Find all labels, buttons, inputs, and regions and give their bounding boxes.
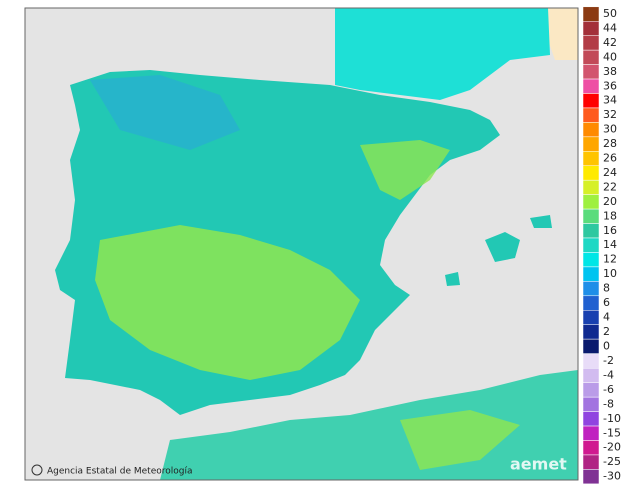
france <box>335 8 550 100</box>
legend-label: 2 <box>603 325 610 338</box>
legend-label: -25 <box>603 455 621 468</box>
legend-label: 4 <box>603 310 610 323</box>
legend-swatch <box>582 107 600 123</box>
legend-swatch <box>582 194 600 210</box>
legend-label: -15 <box>603 426 621 439</box>
legend-swatch <box>582 469 600 485</box>
legend-swatch <box>582 122 600 138</box>
legend-label: 0 <box>603 339 610 352</box>
legend-label: -2 <box>603 354 614 367</box>
legend-swatch <box>582 338 600 354</box>
legend-label: 22 <box>603 180 617 193</box>
legend-swatch <box>582 21 600 36</box>
legend: 5044424038363432302826242220181614121086… <box>582 6 621 485</box>
legend-label: 8 <box>603 282 610 295</box>
legend-label: 6 <box>603 296 610 309</box>
legend-label: 32 <box>603 108 617 121</box>
legend-label: 36 <box>603 79 617 92</box>
cool-area <box>90 75 240 150</box>
legend-label: -6 <box>603 383 614 396</box>
warm-area-ne <box>360 140 450 200</box>
legend-swatch <box>582 310 600 325</box>
legend-swatch <box>582 252 600 268</box>
legend-label: 24 <box>603 166 617 179</box>
legend-swatch <box>582 281 600 297</box>
credit: Agencia Estatal de Meteorología <box>47 467 193 477</box>
legend-swatch <box>582 93 600 109</box>
legend-label: -8 <box>603 397 614 410</box>
legend-label: 50 <box>603 7 617 20</box>
legend-swatch <box>582 440 600 456</box>
legend-label: 10 <box>603 267 617 280</box>
legend-swatch <box>582 223 600 239</box>
legend-label: 42 <box>603 36 617 49</box>
map-frame <box>24 7 579 481</box>
legend-swatch <box>582 136 600 152</box>
legend-label: 28 <box>603 137 617 150</box>
legend-label: -30 <box>603 470 621 483</box>
legend-swatch <box>582 78 600 94</box>
legend-swatch <box>582 6 600 22</box>
legend-label: 30 <box>603 123 617 136</box>
legend-swatch <box>582 208 600 224</box>
legend-label: 44 <box>603 21 617 34</box>
legend-label: 34 <box>603 94 617 107</box>
warm-area-africa <box>400 410 520 470</box>
legend-swatch <box>582 165 600 181</box>
logo: aemet <box>510 455 567 474</box>
legend-swatch <box>582 382 600 398</box>
legend-label: 40 <box>603 50 617 63</box>
legend-label: -4 <box>603 368 614 381</box>
legend-label: -10 <box>603 412 621 425</box>
ibiza <box>445 272 460 286</box>
land-east <box>548 8 578 60</box>
legend-swatch <box>582 237 600 253</box>
legend-swatch <box>582 64 600 80</box>
legend-label: 16 <box>603 224 617 237</box>
warm-area <box>95 225 360 380</box>
legend-swatch <box>582 353 600 369</box>
legend-swatch <box>582 266 600 282</box>
legend-swatch <box>582 49 600 65</box>
legend-label: -20 <box>603 441 621 454</box>
credit-icon <box>31 464 43 476</box>
legend-swatch <box>582 396 600 412</box>
legend-swatch <box>582 35 600 51</box>
legend-swatch <box>582 368 600 383</box>
menorca <box>530 215 552 228</box>
legend-label: 38 <box>603 65 617 78</box>
legend-label: 14 <box>603 238 617 251</box>
legend-swatch <box>582 425 600 441</box>
legend-label: 26 <box>603 152 617 165</box>
mallorca <box>485 232 520 262</box>
legend-label: 20 <box>603 195 617 208</box>
legend-swatch <box>582 454 600 470</box>
legend-swatch <box>582 151 600 167</box>
legend-label: 12 <box>603 253 617 266</box>
legend-swatch <box>582 324 600 340</box>
legend-swatch <box>582 411 600 427</box>
legend-swatch <box>582 295 600 311</box>
legend-label: 18 <box>603 209 617 222</box>
legend-swatch <box>582 179 600 195</box>
